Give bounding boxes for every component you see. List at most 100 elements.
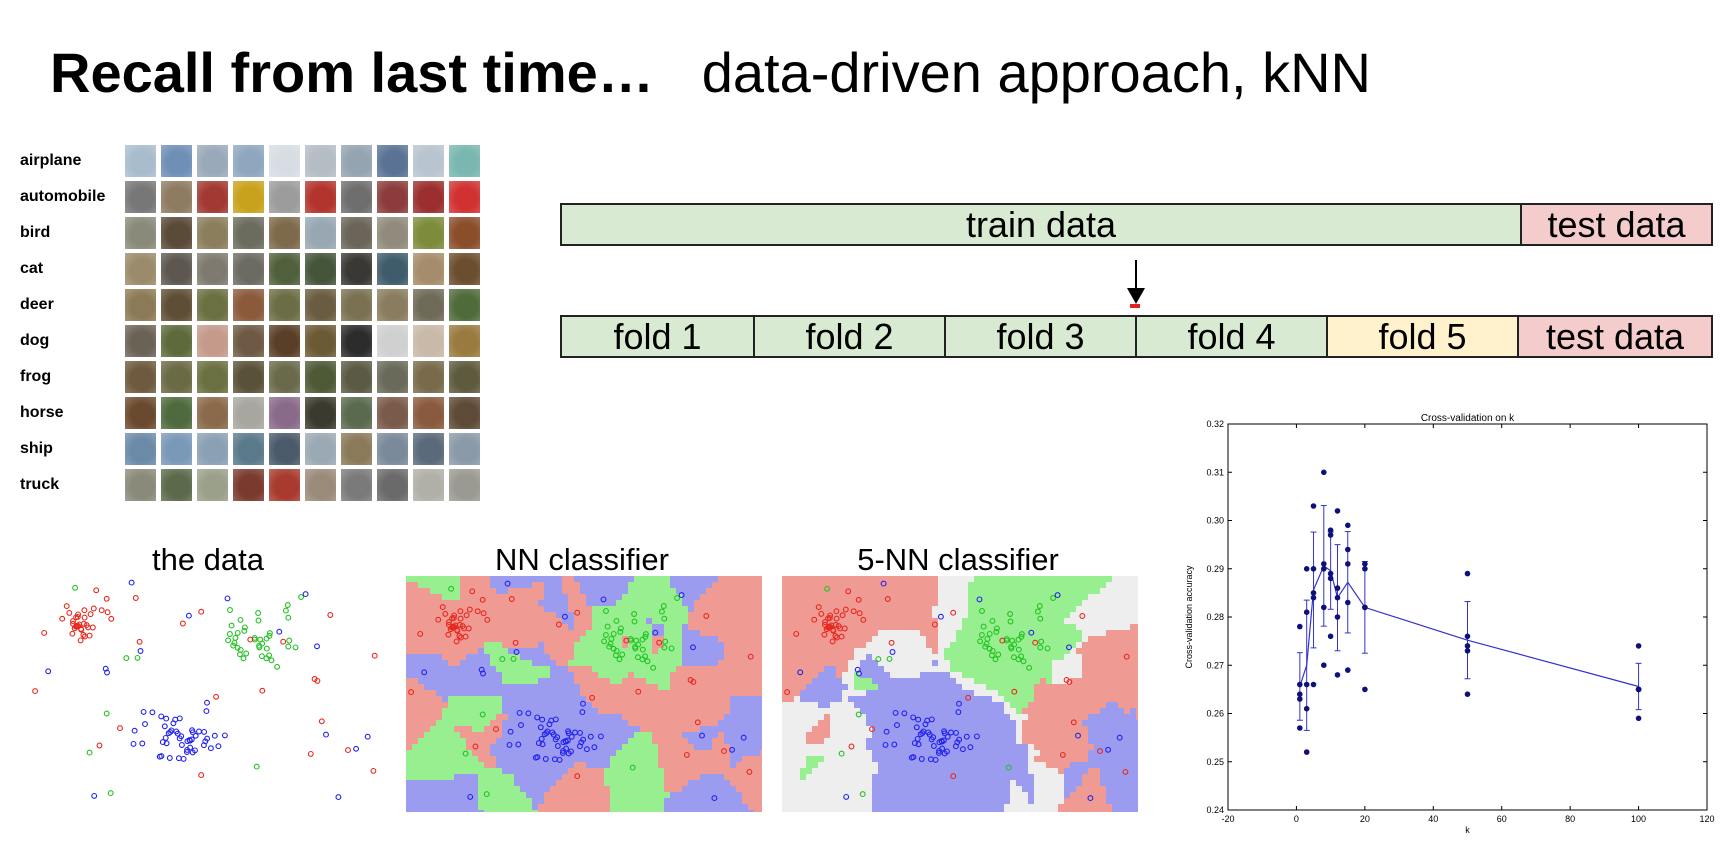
region-cell: [890, 600, 897, 607]
region-cell: [580, 798, 587, 805]
region-cell: [658, 768, 665, 775]
region-cell: [544, 588, 551, 595]
region-cell: [496, 684, 503, 691]
region-cell: [1046, 624, 1053, 631]
region-cell: [902, 702, 909, 709]
region-cell: [688, 684, 695, 691]
region-cell: [1070, 774, 1077, 781]
region-cell: [526, 588, 533, 595]
region-cell: [538, 618, 545, 625]
cifar-thumbnail: [305, 181, 336, 213]
region-cell: [706, 774, 713, 781]
region-cell: [788, 696, 795, 703]
data-point-green: [650, 664, 657, 671]
region-cell: [754, 666, 761, 673]
region-cell: [806, 666, 813, 673]
region-cell: [508, 648, 515, 655]
region-cell: [664, 642, 671, 649]
region-cell: [562, 642, 569, 649]
region-cell: [902, 672, 909, 679]
region-cell: [748, 600, 755, 607]
region-cell: [658, 636, 665, 643]
cifar-thumbnail: [161, 181, 192, 213]
region-cell: [700, 786, 707, 793]
region-cell: [860, 732, 867, 739]
region-cell: [448, 582, 455, 589]
region-cell: [1028, 576, 1035, 583]
region-cell: [1100, 660, 1107, 667]
region-cell: [938, 732, 945, 739]
region-cell: [1124, 618, 1131, 625]
region-cell: [1106, 654, 1113, 661]
region-cell: [1010, 684, 1017, 691]
region-cell: [694, 768, 701, 775]
region-cell: [472, 708, 479, 715]
data-point-blue: [203, 708, 210, 715]
region-cell: [550, 780, 557, 787]
cifar-thumbnail: [341, 145, 372, 177]
data-point-red: [41, 629, 48, 636]
region-cell: [968, 672, 975, 679]
region-cell: [1064, 708, 1071, 715]
region-cell: [914, 708, 921, 715]
region-cell: [688, 714, 695, 721]
region-cell: [878, 600, 885, 607]
region-cell: [550, 642, 557, 649]
region-cell: [872, 630, 879, 637]
region-cell: [782, 588, 789, 595]
region-cell: [1094, 708, 1101, 715]
region-cell: [788, 630, 795, 637]
region-cell: [448, 600, 455, 607]
region-cell: [1076, 756, 1083, 763]
cifar-thumbnail: [413, 325, 444, 357]
region-cell: [532, 588, 539, 595]
data-point-red: [589, 694, 596, 701]
region-cell: [652, 726, 659, 733]
region-cell: [1094, 714, 1101, 721]
region-cell: [484, 786, 491, 793]
region-cell: [1010, 630, 1017, 637]
region-cell: [1070, 762, 1077, 769]
region-cell: [454, 726, 461, 733]
region-cell: [616, 738, 623, 745]
region-cell: [556, 702, 563, 709]
data-point-green: [286, 637, 293, 644]
region-cell: [866, 660, 873, 667]
region-cell: [448, 726, 455, 733]
data-point-green: [255, 610, 262, 616]
region-cell: [742, 702, 749, 709]
region-cell: [664, 618, 671, 625]
region-cell: [700, 582, 707, 589]
region-cell: [986, 624, 993, 631]
region-cell: [742, 576, 749, 583]
region-cell: [514, 714, 521, 721]
region-cell: [782, 738, 789, 745]
region-cell: [742, 810, 749, 812]
region-cell: [472, 600, 479, 607]
region-cell: [1034, 720, 1041, 727]
region-cell: [586, 654, 593, 661]
region-cell: [424, 786, 431, 793]
region-cell: [676, 810, 683, 812]
region-cell: [670, 606, 677, 613]
region-cell: [944, 648, 951, 655]
region-cell: [538, 630, 545, 637]
region-cell: [424, 642, 431, 649]
region-cell: [526, 768, 533, 775]
region-cell: [436, 738, 443, 745]
region-cell: [830, 744, 837, 751]
region-cell: [830, 606, 837, 613]
region-cell: [466, 690, 473, 697]
region-cell: [478, 756, 485, 763]
region-cell: [824, 636, 831, 643]
region-cell: [956, 678, 963, 685]
region-cell: [1004, 714, 1011, 721]
region-cell: [502, 648, 509, 655]
region-cell: [1130, 774, 1137, 781]
region-cell: [508, 792, 515, 799]
cifar-thumbnail: [377, 433, 408, 465]
region-cell: [592, 726, 599, 733]
region-cell: [592, 720, 599, 727]
region-cell: [712, 684, 719, 691]
region-cell: [998, 600, 1005, 607]
